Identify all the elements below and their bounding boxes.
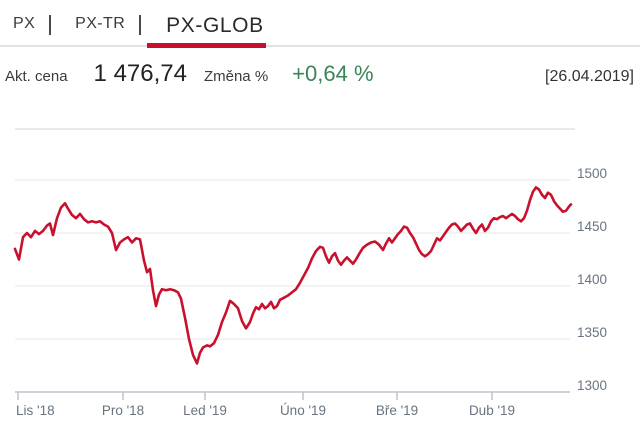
tab-px-glob[interactable]: PX-GLOB	[147, 13, 266, 48]
tab-px[interactable]: PX	[13, 15, 36, 32]
quote-date: [26.04.2019]	[545, 68, 634, 85]
price-line-series	[13, 186, 573, 365]
y-axis-label: 1450	[577, 219, 607, 234]
x-axis-label: Dub '19	[469, 403, 515, 418]
y-axis-label: 1400	[577, 272, 607, 287]
x-axis-label: Led '19	[183, 403, 227, 418]
current-price-label: Akt. cena	[5, 68, 68, 85]
tab-divider	[139, 15, 142, 35]
change-percent-label: Změna %	[203, 68, 269, 85]
x-axis-label: Lis '18	[16, 403, 55, 418]
y-axis-label: 1300	[577, 378, 607, 393]
tab-px-tr[interactable]: PX-TR	[75, 15, 126, 32]
x-axis-label: Bře '19	[376, 403, 418, 418]
change-percent-value: +0,64 %	[292, 61, 374, 86]
widget-header: PX PX-TR PX-GLOB Akt. cena 1 476,74 Změn…	[0, 0, 640, 89]
price-row: Akt. cena 1 476,74 Změna % +0,64 % [26.0…	[0, 47, 640, 89]
current-price-value: 1 476,74	[93, 60, 187, 87]
tab-divider	[49, 15, 52, 35]
index-tabbar: PX PX-TR PX-GLOB	[0, 0, 640, 48]
y-axis-label: 1500	[577, 166, 607, 181]
x-axis-label: Úno '19	[280, 403, 326, 418]
y-axis-label: 1350	[577, 325, 607, 340]
x-axis-label: Pro '18	[102, 403, 144, 418]
